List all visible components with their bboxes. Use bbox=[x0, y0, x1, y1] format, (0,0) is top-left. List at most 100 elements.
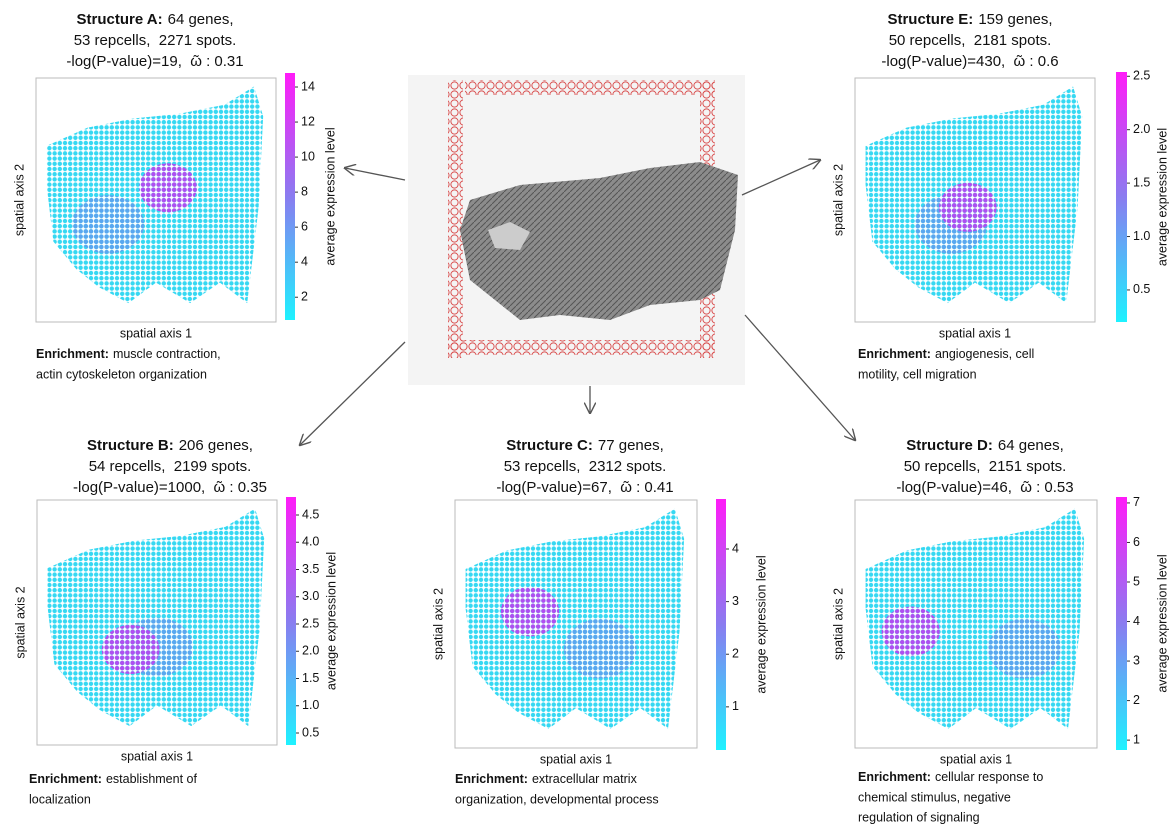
title-detail: 54 repcells, 2199 spots. bbox=[89, 458, 252, 475]
panel: Structure C: 77 genes, 53 repcells, 2312 s… bbox=[431, 437, 768, 806]
panel: Structure D:64 genes,50 repcells, 2151 s… bbox=[831, 437, 1169, 824]
colorbar-tick-label: 3 bbox=[1133, 653, 1140, 667]
x-axis-label: spatial axis 1 bbox=[540, 752, 612, 766]
tissue-image bbox=[408, 75, 745, 385]
colorbar-tick-label: 2 bbox=[301, 290, 308, 304]
colorbar-tick-label: 4.5 bbox=[302, 507, 319, 521]
enrichment-text: localization bbox=[29, 792, 91, 806]
x-axis-label: spatial axis 1 bbox=[939, 326, 1011, 340]
title-detail: 64 genes, bbox=[168, 11, 234, 28]
colorbar-tick-label: 12 bbox=[301, 114, 315, 128]
colorbar-tick-label: 1.0 bbox=[1133, 229, 1150, 243]
x-axis-label: spatial axis 1 bbox=[120, 326, 192, 340]
panel: Structure B:206 genes,54 repcells, 2199 … bbox=[13, 437, 338, 806]
spot-patch bbox=[564, 619, 637, 679]
colorbar-tick-label: 1.5 bbox=[302, 671, 319, 685]
panel: Structure A: 64 genes, 53 repcells, 2271 s… bbox=[12, 11, 337, 381]
panel-title: Structure A: 64 genes, bbox=[76, 11, 233, 28]
structure-name: Structure C: bbox=[506, 437, 593, 454]
spot-patch bbox=[139, 163, 197, 212]
colorbar-tick-label: 3.5 bbox=[302, 562, 319, 576]
title-detail: -log(P-value)=67, ῶ : 0.41 bbox=[496, 479, 673, 496]
spot-patch bbox=[882, 607, 940, 657]
title-detail: 64 genes, bbox=[998, 437, 1064, 454]
enrichment: Enrichment: cellular response to bbox=[858, 770, 1043, 784]
colorbar-label: average expression level bbox=[323, 127, 337, 265]
spot-patch bbox=[988, 619, 1061, 679]
x-axis-label: spatial axis 1 bbox=[940, 752, 1012, 766]
colorbar-tick-label: 0.5 bbox=[1133, 282, 1150, 296]
x-axis-label: spatial axis 1 bbox=[121, 749, 193, 763]
enrichment-text: cellular response to bbox=[935, 770, 1043, 784]
colorbar-tick-label: 4 bbox=[1133, 614, 1140, 628]
title-detail: 53 repcells, 2271 spots. bbox=[74, 32, 237, 49]
panel-title: Structure D: 64 genes, bbox=[906, 437, 1064, 454]
colorbar-tick-label: 4.0 bbox=[302, 535, 319, 549]
title-detail: 53 repcells, 2312 spots. bbox=[504, 458, 667, 475]
structure-name: Structure D: bbox=[906, 437, 993, 454]
title-detail: -log(P-value)=46, ῶ : 0.53 bbox=[896, 479, 1073, 496]
colorbar-tick-label: 8 bbox=[301, 184, 308, 198]
spot-patch bbox=[102, 625, 160, 674]
y-axis-label: spatial axis 2 bbox=[12, 164, 26, 236]
title-detail: 206 genes, bbox=[179, 437, 253, 454]
colorbar-tick-label: 4 bbox=[732, 541, 739, 555]
enrichment-text: organization, developmental process bbox=[455, 792, 659, 806]
enrichment-text: muscle contraction, bbox=[113, 347, 221, 361]
colorbar-tick-label: 1.5 bbox=[1133, 175, 1150, 189]
enrichment-text: regulation of signaling bbox=[858, 810, 980, 824]
colorbar-label: average expression level bbox=[324, 552, 338, 690]
colorbar-tick-label: 6 bbox=[1133, 535, 1140, 549]
y-axis-label: spatial axis 2 bbox=[13, 586, 27, 658]
title-detail: -log(P-value)=430, ῶ : 0.6 bbox=[881, 53, 1058, 70]
enrichment: Enrichment: establishment of bbox=[29, 772, 197, 786]
colorbar-tick-label: 3.0 bbox=[302, 589, 319, 603]
colorbar-tick-label: 2.0 bbox=[302, 644, 319, 658]
enrichment-label: Enrichment: bbox=[29, 772, 102, 786]
structure-name: Structure A: bbox=[76, 11, 162, 28]
enrichment-text: actin cytoskeleton organization bbox=[36, 367, 207, 381]
panel-title: Structure C: 77 genes, bbox=[506, 437, 664, 454]
enrichment-label: Enrichment: bbox=[36, 347, 109, 361]
spot-patch bbox=[939, 183, 997, 232]
spot-patch bbox=[501, 587, 559, 637]
colorbar-tick-label: 14 bbox=[301, 79, 315, 93]
enrichment-label: Enrichment: bbox=[858, 770, 931, 784]
colorbar bbox=[285, 73, 295, 320]
colorbar-tick-label: 1.0 bbox=[302, 698, 319, 712]
enrichment-text: establishment of bbox=[106, 772, 198, 786]
colorbar-tick-label: 5 bbox=[1133, 574, 1140, 588]
y-axis-label: spatial axis 2 bbox=[431, 588, 445, 660]
panel-title: Structure E:159 genes, bbox=[887, 11, 1052, 28]
y-axis-label: spatial axis 2 bbox=[831, 164, 845, 236]
colorbar-tick-label: 2 bbox=[732, 647, 739, 661]
colorbar-tick-label: 2.0 bbox=[1133, 122, 1150, 136]
y-axis-label: spatial axis 2 bbox=[831, 588, 845, 660]
enrichment: Enrichment: muscle contraction, bbox=[36, 347, 221, 361]
enrichment-label: Enrichment: bbox=[455, 772, 528, 786]
colorbar-tick-label: 4 bbox=[301, 254, 308, 268]
colorbar-tick-label: 1 bbox=[732, 699, 739, 713]
figure: Structure A: 64 genes, 53 repcells, 2271 s… bbox=[0, 0, 1172, 825]
title-detail: -log(P-value)=19, ῶ : 0.31 bbox=[66, 53, 243, 70]
title-detail: 50 repcells, 2181 spots. bbox=[889, 32, 1052, 49]
enrichment: Enrichment:angiogenesis, cell bbox=[858, 347, 1034, 361]
colorbar-tick-label: 6 bbox=[301, 219, 308, 233]
colorbar-label: average expression level bbox=[754, 555, 768, 693]
enrichment-text: motility, cell migration bbox=[858, 367, 977, 381]
colorbar-tick-label: 2.5 bbox=[302, 616, 319, 630]
colorbar bbox=[1116, 72, 1127, 322]
colorbar-tick-label: 7 bbox=[1133, 495, 1140, 509]
colorbar-tick-label: 3 bbox=[732, 594, 739, 608]
colorbar-tick-label: 2 bbox=[1133, 693, 1140, 707]
colorbar bbox=[286, 497, 296, 745]
enrichment-text: extracellular matrix bbox=[532, 772, 638, 786]
title-detail: 77 genes, bbox=[598, 437, 664, 454]
colorbar bbox=[1116, 497, 1127, 750]
enrichment-text: angiogenesis, cell bbox=[935, 347, 1034, 361]
enrichment: Enrichment: extracellular matrix bbox=[455, 772, 638, 786]
colorbar-label: average expression level bbox=[1155, 554, 1169, 692]
colorbar-tick-label: 2.5 bbox=[1133, 69, 1150, 83]
colorbar-tick-label: 0.5 bbox=[302, 725, 319, 739]
panel: Structure E:159 genes, 50 repcells, 2181 … bbox=[831, 11, 1169, 381]
